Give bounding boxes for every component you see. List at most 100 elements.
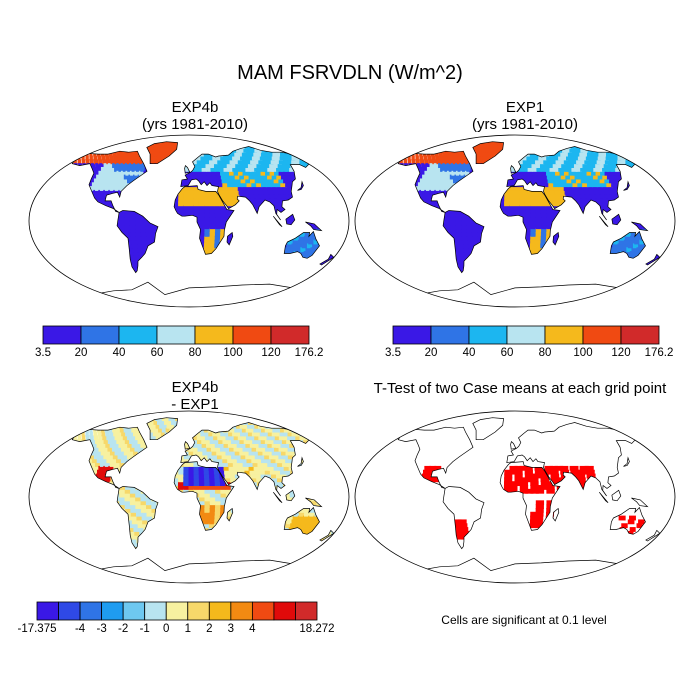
- colorbar-tick-label: 0: [163, 623, 170, 635]
- colorbar-tick-label: -17.375: [17, 623, 57, 635]
- coastline-africa: [499, 461, 561, 531]
- panel-title-line2: - EXP1: [171, 396, 219, 413]
- panel-title-exp1: EXP1 (yrs 1981-2010): [370, 99, 680, 133]
- panel-title-diff: EXP4b - EXP1: [40, 379, 350, 413]
- colorbar-tick-label: 3: [227, 623, 235, 635]
- colorbar-tick-label: 18.272: [299, 623, 335, 635]
- coastline-samerica: [442, 210, 485, 274]
- coastline-indonesia1: [273, 491, 283, 503]
- coastline-indonesia3: [305, 221, 323, 232]
- colorbar-tick-label: 120: [261, 347, 281, 359]
- coastline-indonesia2: [611, 213, 622, 226]
- coastline-indonesia2: [285, 489, 296, 502]
- coastline-samerica: [442, 486, 485, 550]
- colorbar-tick-label: 60: [150, 347, 164, 359]
- coastline-japan: [623, 456, 630, 467]
- colorbar-tick-label: 100: [573, 347, 593, 359]
- panel-title-line2: (yrs 1981-2010): [472, 116, 578, 133]
- coastline-indonesia1: [599, 215, 609, 227]
- coastline-uk: [510, 164, 517, 174]
- coastline-africa: [173, 461, 235, 531]
- colorbar-swatch: [79, 601, 103, 621]
- colorbar-swatch: [430, 325, 470, 345]
- colorbar-swatch: [232, 325, 272, 345]
- colorbar-tick-label: 176.2: [644, 347, 674, 359]
- colorbar-tick-label: 80: [538, 347, 552, 359]
- panel-title-ttest: T-Test of two Case means at each grid po…: [352, 380, 688, 397]
- panel-title-line1: EXP4b: [171, 99, 219, 116]
- coastline-australia: [609, 230, 646, 259]
- map-ocean: [355, 411, 675, 583]
- colorbar-tick-label: 60: [500, 347, 514, 359]
- coastline-greenland: [472, 417, 504, 441]
- colorbar-swatch: [208, 601, 232, 621]
- colorbar-swatch: [165, 601, 189, 621]
- coastline-greenland: [146, 417, 178, 441]
- colorbar-swatch: [156, 325, 196, 345]
- colorbar-swatch: [36, 601, 59, 621]
- coastline-madagascar: [226, 231, 234, 246]
- colorbar-tick-label: 20: [424, 347, 438, 359]
- colorbar-tick-label: 2: [206, 623, 213, 635]
- colorbar-swatch: [187, 601, 210, 621]
- coastline-indonesia3: [305, 497, 323, 508]
- colorbar-swatch: [295, 601, 318, 621]
- coastline-greenland: [146, 141, 178, 165]
- colorbar-swatch: [392, 325, 432, 345]
- coastline-madagascar: [226, 507, 234, 522]
- colorbar-swatch: [270, 325, 310, 345]
- coastline-indonesia3: [631, 497, 649, 508]
- colorbar-exp4b: [42, 325, 310, 345]
- coastline-greenland: [472, 141, 504, 165]
- colorbar-tick-label: 20: [74, 347, 88, 359]
- coastline-indonesia2: [285, 213, 296, 226]
- colorbar-swatch: [101, 601, 124, 621]
- coastline-namerica: [71, 150, 148, 213]
- colorbar-tick-label: 1: [184, 623, 191, 635]
- coastline-uk: [510, 440, 517, 450]
- map-difference: [28, 410, 350, 584]
- colorbar-tick-label: 3.5: [35, 347, 51, 359]
- colorbar-exp1: [392, 325, 660, 345]
- coastline-eurasia: [506, 422, 637, 497]
- coastline-indonesia1: [273, 215, 283, 227]
- coastline-africa: [499, 185, 561, 255]
- colorbar-tick-label: 100: [223, 347, 243, 359]
- colorbar-tick-label: -2: [118, 623, 129, 635]
- colorbar-tick-label: -1: [139, 623, 150, 635]
- colorbar-swatch: [118, 325, 158, 345]
- panel-title-exp4b: EXP4b (yrs 1981-2010): [40, 99, 350, 133]
- colorbar-swatch: [468, 325, 508, 345]
- coastline-eurasia: [180, 422, 311, 497]
- map-border: [354, 410, 676, 584]
- coastline-uk: [184, 164, 191, 174]
- colorbar-swatch: [122, 601, 146, 621]
- panel-title-line1: EXP4b: [171, 379, 219, 396]
- significance-note: Cells are significant at 0.1 level: [441, 613, 607, 627]
- figure-title: MAM FSRVDLN (W/m^2): [237, 62, 463, 84]
- coastline-australia: [283, 506, 320, 535]
- colorbar-tick-label: 120: [611, 347, 631, 359]
- coastline-eurasia: [506, 146, 637, 221]
- colorbar-swatch: [80, 325, 120, 345]
- map-border: [28, 410, 350, 584]
- coastline-indonesia2: [611, 489, 622, 502]
- colorbar-swatch: [194, 325, 234, 345]
- panel-title-line2: (yrs 1981-2010): [142, 116, 248, 133]
- coastline-indonesia3: [631, 221, 649, 232]
- coastline-madagascar: [552, 507, 560, 522]
- coastline-samerica: [116, 210, 159, 274]
- colorbar-tick-label: -4: [74, 623, 86, 635]
- colorbar-swatch: [42, 325, 82, 345]
- coastline-eurasia: [180, 146, 311, 221]
- coastline-australia: [609, 506, 646, 535]
- map-exp4b: [28, 134, 350, 308]
- coastline-japan: [297, 456, 304, 467]
- coastline-namerica: [397, 150, 474, 213]
- colorbar-tick-label: 4: [249, 623, 256, 635]
- colorbar-tick-label: 176.2: [294, 347, 324, 359]
- colorbar-tick-label: -3: [96, 623, 107, 635]
- coastline-namerica: [71, 426, 148, 489]
- coastline-samerica: [116, 486, 159, 550]
- coastline-indonesia1: [599, 491, 609, 503]
